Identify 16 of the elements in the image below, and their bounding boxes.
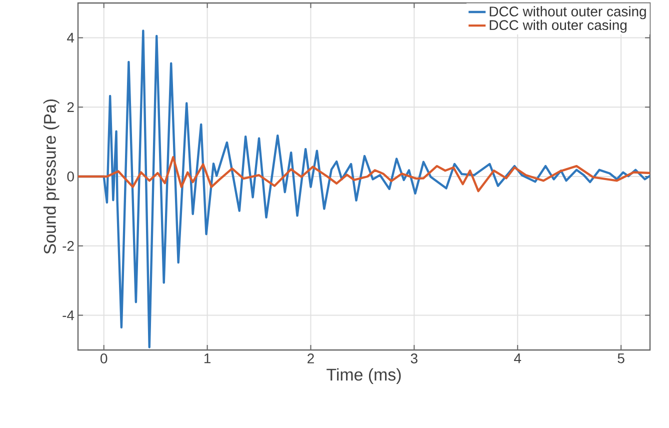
y-tick-label: 0 — [67, 172, 74, 182]
y-axis-title: Sound pressure (Pa) — [43, 99, 60, 254]
x-tick-label: 4 — [514, 354, 522, 364]
legend-label: DCC without outer casing — [490, 6, 646, 20]
x-axis-title: Time (ms) — [326, 368, 401, 384]
y-tick-label: -2 — [62, 241, 74, 251]
x-tick-label: 5 — [618, 354, 624, 364]
y-tick-label: -4 — [62, 310, 74, 320]
x-tick-label: 1 — [204, 354, 210, 364]
legend-label: DCC with outer casing — [490, 20, 627, 33]
x-tick-label: 2 — [308, 354, 314, 364]
x-tick-label: 3 — [410, 354, 418, 364]
y-tick-label: 4 — [67, 32, 74, 42]
line-series — [78, 156, 650, 192]
x-tick-label: 0 — [100, 354, 108, 364]
y-tick-label: 2 — [67, 102, 74, 112]
